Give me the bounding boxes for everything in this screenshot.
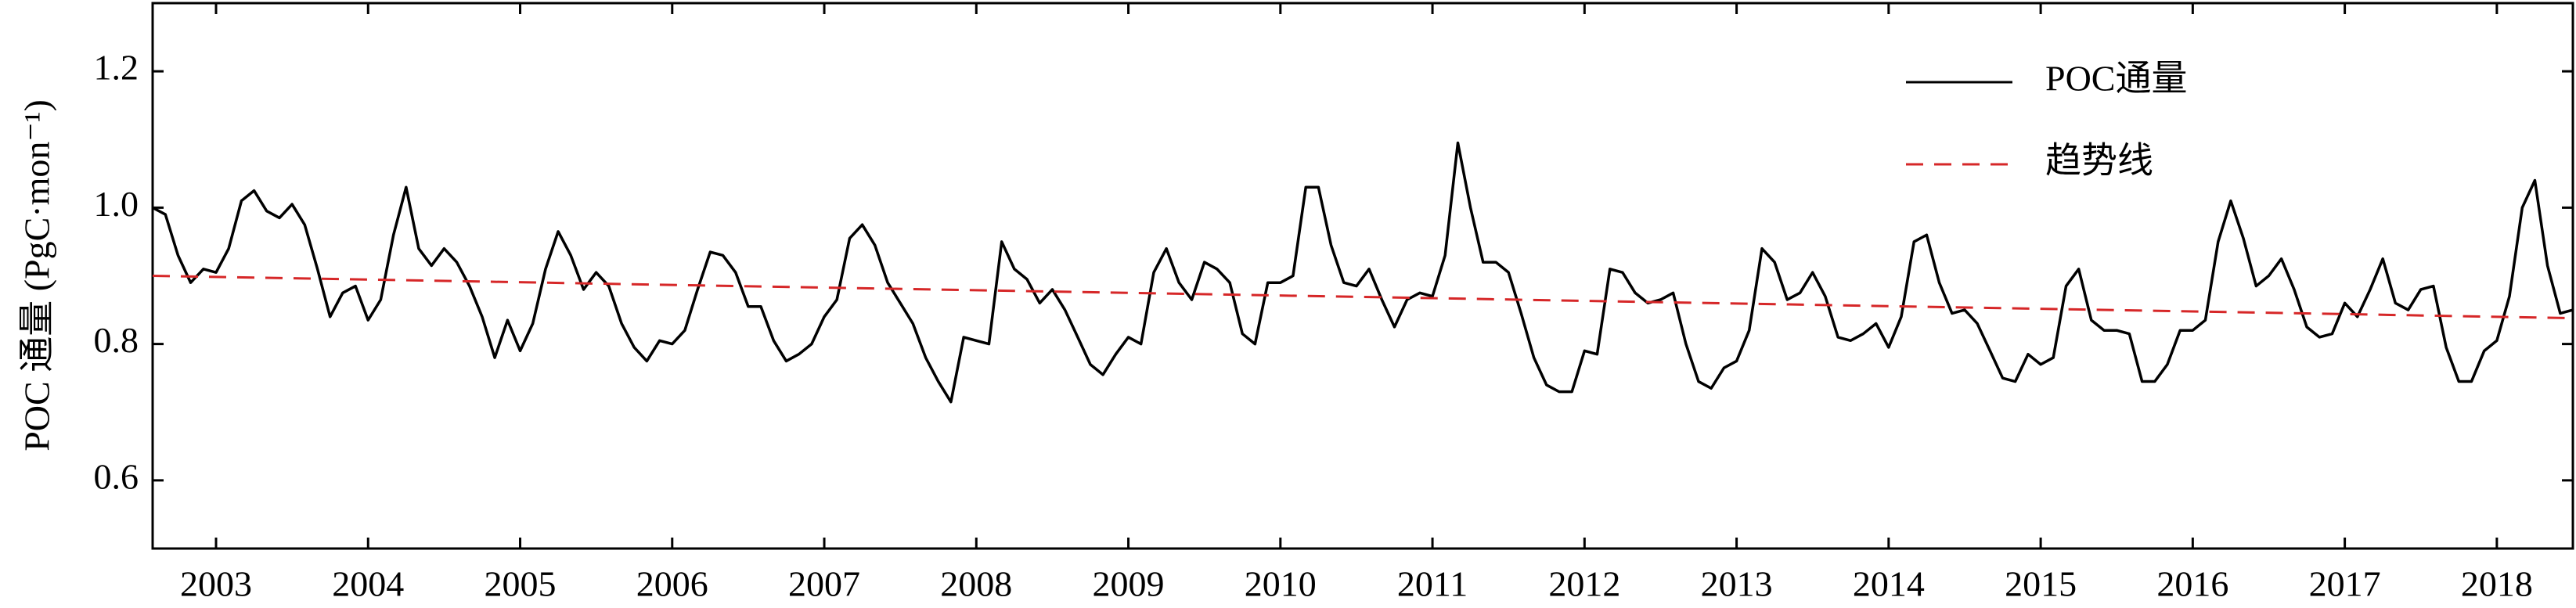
x-tick-label: 2003 — [180, 564, 252, 604]
x-tick-label: 2007 — [788, 564, 860, 604]
x-tick-label: 2009 — [1093, 564, 1165, 604]
x-tick-label: 2008 — [940, 564, 1012, 604]
x-tick-label: 2011 — [1397, 564, 1468, 604]
x-tick-label: 2018 — [2461, 564, 2533, 604]
x-tick-label: 2014 — [1853, 564, 1925, 604]
x-tick-label: 2016 — [2156, 564, 2228, 604]
x-tick-label: 2004 — [332, 564, 404, 604]
x-tick-label: 2012 — [1548, 564, 1620, 604]
series-line — [152, 275, 2574, 320]
y-axis-label: POC 通量 (PgC·mon⁻¹) — [17, 99, 57, 452]
x-tick-label: 2010 — [1245, 564, 1317, 604]
x-tick-label: 2006 — [636, 564, 708, 604]
x-tick-label: 2015 — [2005, 564, 2077, 604]
x-tick-label: 2017 — [2309, 564, 2381, 604]
legend-label: POC通量 — [2045, 59, 2187, 99]
x-tick-label: 2013 — [1701, 564, 1773, 604]
y-tick-label: 1.2 — [94, 48, 139, 88]
series-line — [152, 141, 2574, 404]
legend-label: 趋势线 — [2045, 141, 2153, 181]
x-tick-label: 2005 — [485, 564, 557, 604]
y-tick-label: 0.8 — [94, 320, 139, 360]
y-tick-label: 0.6 — [94, 456, 139, 496]
y-tick-label: 1.0 — [94, 184, 139, 224]
